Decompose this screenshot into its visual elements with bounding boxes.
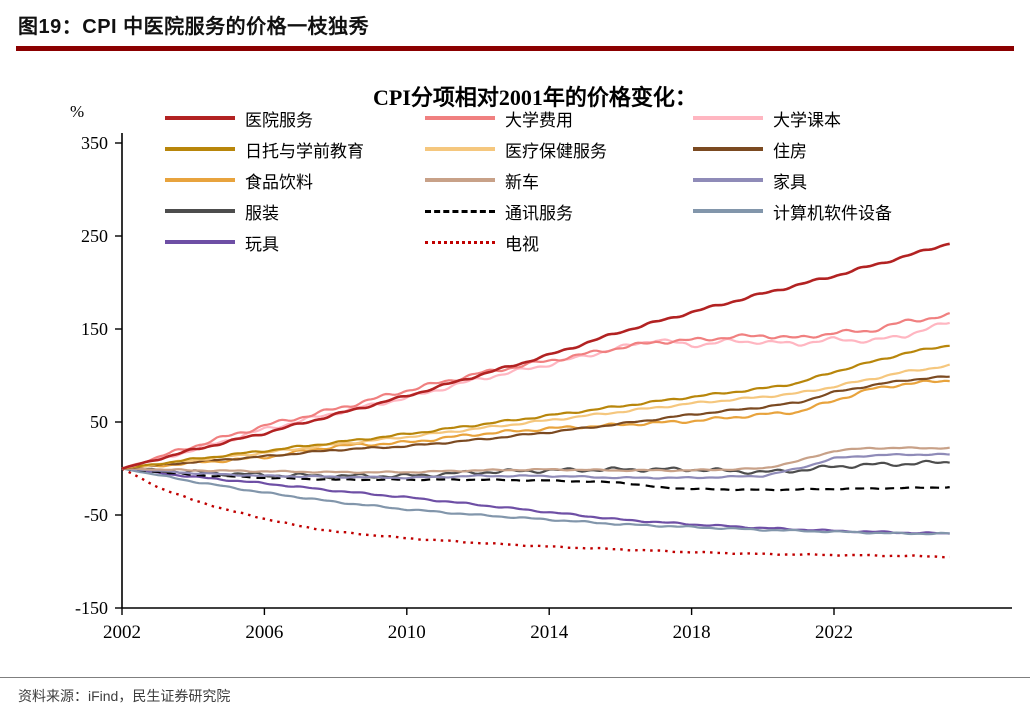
- legend-item: 大学课本: [693, 106, 993, 130]
- chart-area: 350 250 150 50 -50 -150 2002 2006 2010 2014 2018 20…: [0, 58, 1030, 658]
- legend-line-swatch: [425, 209, 495, 213]
- legend-item: 计算机软件设备: [693, 199, 993, 223]
- legend-line-swatch: [165, 116, 235, 120]
- legend-item: 日托与学前教育: [165, 137, 425, 161]
- figure-footer: 资料来源：iFind，民生证券研究院: [0, 677, 1030, 719]
- x-tick-label: 2022: [815, 622, 853, 643]
- legend-line-swatch: [165, 240, 235, 244]
- legend-item: 住房: [693, 137, 993, 161]
- legend-label: 食品饮料: [245, 172, 313, 192]
- y-tick-label: 150: [81, 319, 108, 339]
- legend-line-swatch: [693, 116, 763, 120]
- x-tick-label: 2002: [103, 622, 141, 643]
- legend-line-swatch: [693, 209, 763, 213]
- cpi-line-chart: 350 250 150 50 -50 -150 2002 2006 2010 2014 2018 20…: [75, 133, 1012, 643]
- series-line-1: [121, 242, 950, 470]
- x-tick-label: 2006: [245, 622, 283, 643]
- chart-title: CPI分项相对2001年的价格变化：: [373, 85, 697, 110]
- series-line-2: [121, 312, 951, 470]
- y-axis-unit-label: %: [70, 102, 85, 121]
- legend-line-swatch: [165, 178, 235, 182]
- y-tick-label: -150: [75, 598, 108, 618]
- legend-line-swatch: [693, 147, 763, 151]
- legend-item: 新车: [425, 168, 693, 192]
- legend-label: 玩具: [245, 234, 279, 254]
- y-tick-label: 250: [81, 226, 108, 246]
- series-line-4: [121, 344, 950, 470]
- legend-label: 日托与学前教育: [245, 141, 364, 161]
- series-line-9: [121, 452, 950, 480]
- legend-line-swatch: [425, 178, 495, 182]
- legend-item: 食品饮料: [165, 168, 425, 192]
- y-tick-label: 50: [90, 412, 108, 432]
- legend-label: 大学课本: [773, 110, 841, 130]
- series-line-10: [121, 459, 950, 480]
- legend-label: 电视: [505, 234, 539, 254]
- y-tick-label: 350: [81, 133, 108, 153]
- legend-label: 医院服务: [245, 110, 313, 130]
- page-title: 图19：CPI 中医院服务的价格一枝独秀: [18, 16, 370, 38]
- legend-label: 新车: [505, 172, 539, 192]
- legend-line-swatch: [425, 240, 495, 244]
- legend-item: 服装: [165, 199, 425, 223]
- series-line-3: [121, 321, 950, 470]
- legend-item: 医院服务: [165, 106, 425, 130]
- legend-label: 计算机软件设备: [773, 203, 892, 223]
- y-tick-label: -50: [84, 505, 108, 525]
- x-tick-label: 2010: [388, 622, 426, 643]
- series-line-12: [121, 467, 950, 536]
- legend-line-swatch: [165, 147, 235, 151]
- legend-item: 医疗保健服务: [425, 137, 693, 161]
- legend-line-swatch: [693, 178, 763, 182]
- series-line-8: [121, 446, 950, 474]
- legend-line-swatch: [425, 147, 495, 151]
- legend-label: 家具: [773, 172, 807, 192]
- x-tick-label: 2018: [673, 622, 711, 643]
- legend-line-swatch: [425, 116, 495, 120]
- series-line-6: [121, 375, 950, 470]
- series-line-11: [121, 467, 950, 492]
- legend-item: 通讯服务: [425, 199, 693, 223]
- chart-legend: 医院服务 大学费用 大学课本日托与学前教育 医疗保健服务 住房食品饮料 新车 家具服装 通讯服…: [165, 106, 993, 254]
- legend-label: 通讯服务: [505, 203, 573, 223]
- series-line-5: [121, 363, 951, 470]
- legend-line-swatch: [165, 209, 235, 213]
- legend-item: 大学费用: [425, 106, 693, 130]
- legend-label: 服装: [245, 203, 279, 223]
- figure-header: 图19：CPI 中医院服务的价格一枝独秀: [0, 0, 1030, 39]
- legend-label: 住房: [773, 141, 807, 161]
- x-tick-label: 2014: [530, 622, 569, 643]
- legend-label: 大学费用: [505, 110, 573, 130]
- legend-item: 家具: [693, 168, 993, 192]
- legend-item: 电视: [425, 230, 693, 254]
- source-note: 资料来源：iFind，民生证券研究院: [18, 688, 231, 704]
- title-underline-rule: [16, 46, 1014, 51]
- legend-item: 玩具: [165, 230, 425, 254]
- legend-label: 医疗保健服务: [505, 141, 607, 161]
- series-line-13: [121, 467, 950, 535]
